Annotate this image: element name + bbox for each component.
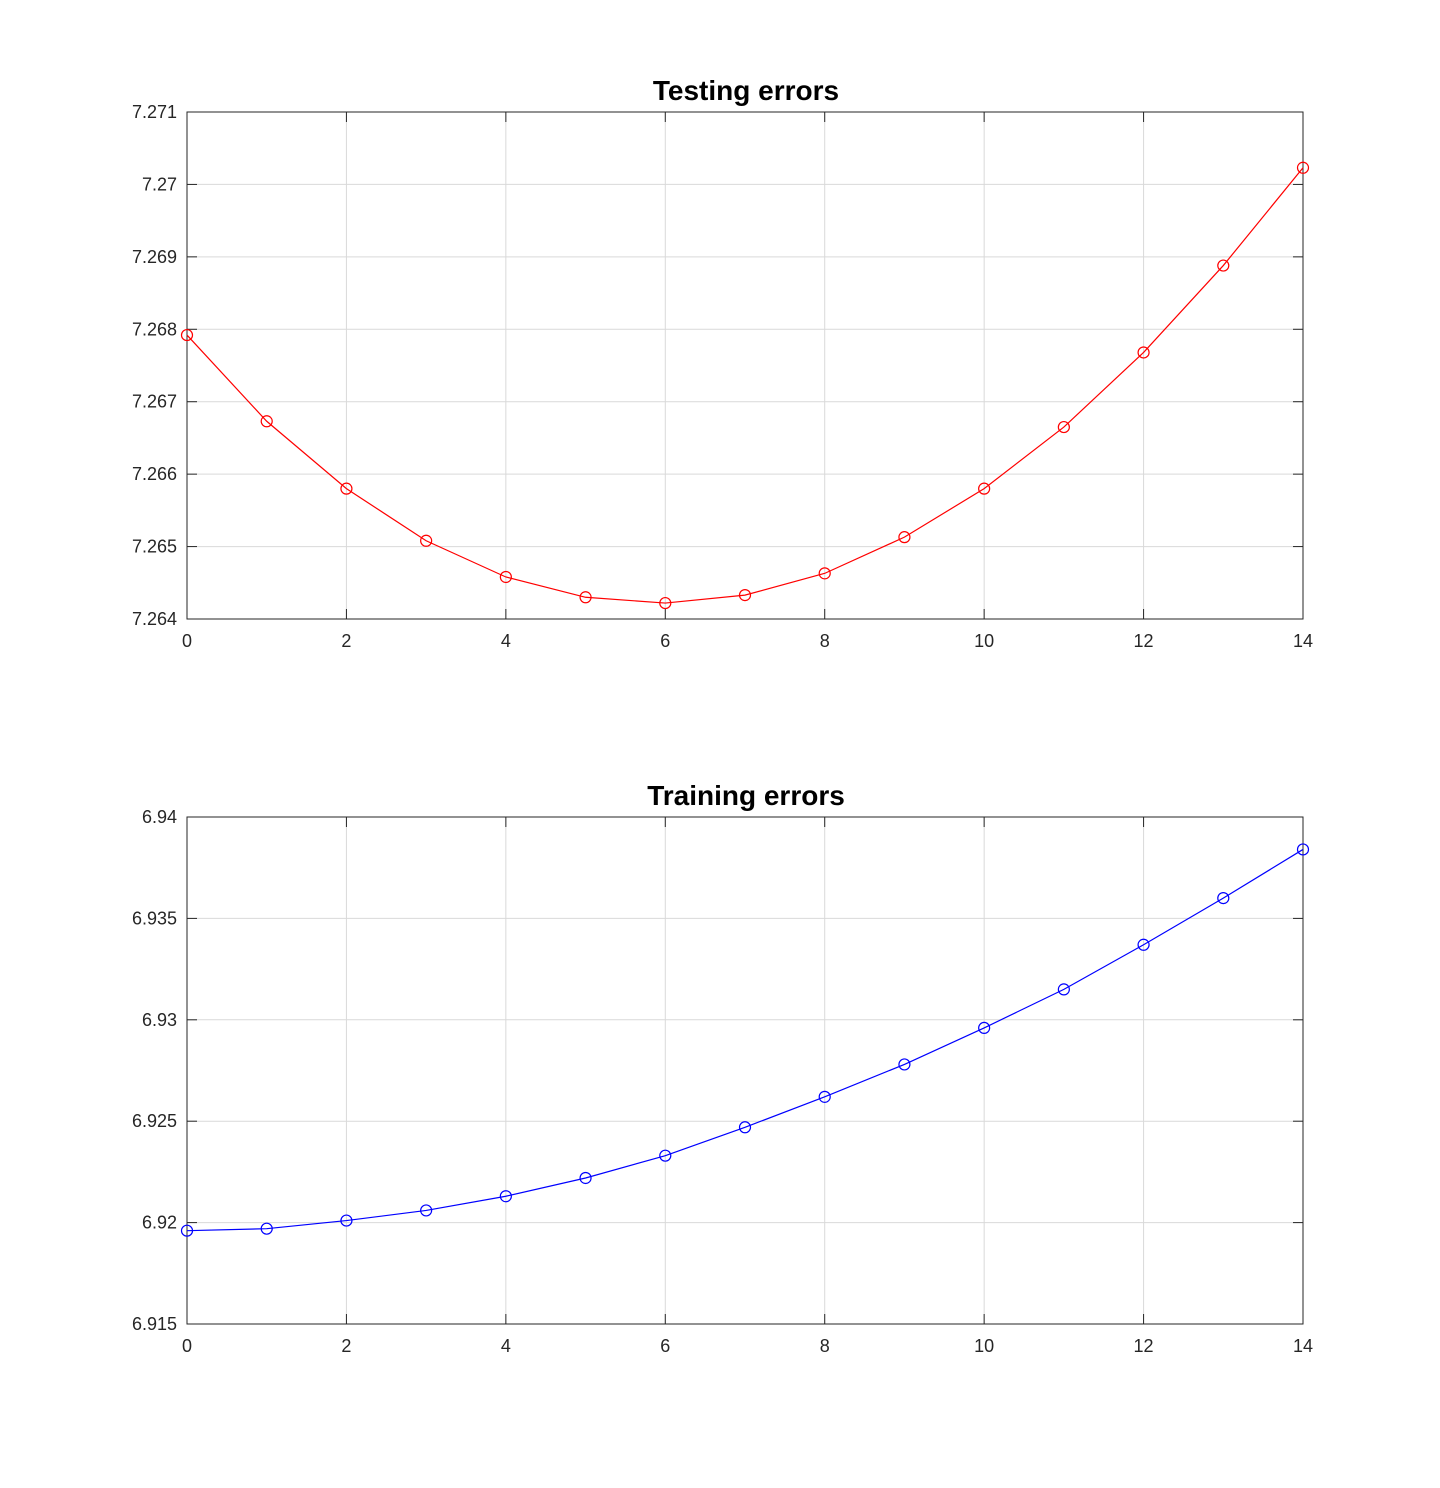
data-point [738, 588, 752, 602]
data-point [1217, 259, 1230, 272]
y-tick-label: 7.271 [132, 102, 177, 122]
data-point [340, 482, 353, 495]
y-tick-label: 7.267 [132, 392, 177, 412]
series-line [186, 167, 1304, 604]
x-tick-label: 10 [974, 631, 994, 651]
x-tick-label: 12 [1134, 1336, 1154, 1356]
y-tick-label: 6.92 [142, 1213, 177, 1233]
data-point [180, 1224, 194, 1237]
data-point [738, 1121, 752, 1134]
chart-title: Training errors [647, 780, 845, 811]
data-point [180, 328, 194, 342]
data-point [1296, 161, 1310, 174]
y-tick-label: 6.915 [132, 1314, 177, 1334]
data-point [1057, 420, 1070, 434]
data-point [420, 1204, 433, 1217]
data-point [978, 1021, 991, 1035]
y-tick-label: 7.269 [132, 247, 177, 267]
training-errors-chart: 0 2 4 6 8 10 12 14 6.915 6.92 6.925 6.93 6.935 6.94 Tr… [132, 780, 1313, 1356]
x-tick-label: 14 [1293, 1336, 1313, 1356]
data-point [579, 591, 592, 604]
series-line [186, 848, 1304, 1232]
chart-title: Testing errors [653, 75, 839, 106]
x-tick-label: 8 [820, 631, 830, 651]
x-tick-label: 0 [182, 1336, 192, 1356]
data-point [659, 596, 672, 610]
data-point [978, 482, 991, 495]
x-tick-label: 4 [501, 1336, 511, 1356]
x-tick-label: 2 [341, 1336, 351, 1356]
x-tick-label: 12 [1134, 631, 1154, 651]
x-tick-label: 8 [820, 1336, 830, 1356]
x-tick-label: 4 [501, 631, 511, 651]
y-tick-label: 7.265 [132, 537, 177, 557]
x-tick-label: 6 [660, 1336, 670, 1356]
x-tick-label: 6 [660, 631, 670, 651]
axes-box [186, 111, 1304, 620]
x-tick-label: 14 [1293, 631, 1313, 651]
y-tick-label: 6.93 [142, 1010, 177, 1030]
data-point [1057, 983, 1070, 996]
y-tick-label: 7.266 [132, 464, 177, 484]
data-point [818, 1090, 831, 1103]
data-point [499, 570, 512, 584]
data-point [260, 1222, 273, 1235]
data-point [818, 567, 831, 580]
x-tick-label: 0 [182, 631, 192, 651]
y-tick-label: 6.94 [142, 807, 177, 827]
data-point [1137, 346, 1150, 359]
x-tick-label: 10 [974, 1336, 994, 1356]
data-point [420, 534, 433, 547]
data-point [579, 1171, 592, 1185]
data-point [340, 1214, 353, 1227]
data-point [499, 1190, 512, 1203]
data-point [1217, 892, 1230, 905]
data-point [659, 1149, 672, 1162]
data-point [898, 531, 911, 544]
y-tick-label: 6.935 [132, 908, 177, 928]
y-tick-label: 7.27 [142, 174, 177, 194]
x-tick-label: 2 [341, 631, 351, 651]
axes-box [186, 816, 1304, 1325]
data-point [1296, 843, 1310, 856]
data-point [1137, 938, 1150, 951]
y-tick-label: 6.925 [132, 1111, 177, 1131]
testing-errors-chart: 0 2 4 6 8 10 12 14 7.264 7.265 7.266 7.267 7.268 7.26… [132, 75, 1313, 651]
data-point [260, 415, 273, 428]
data-point [898, 1058, 911, 1071]
y-tick-label: 7.268 [132, 319, 177, 339]
y-tick-label: 7.264 [132, 609, 177, 629]
